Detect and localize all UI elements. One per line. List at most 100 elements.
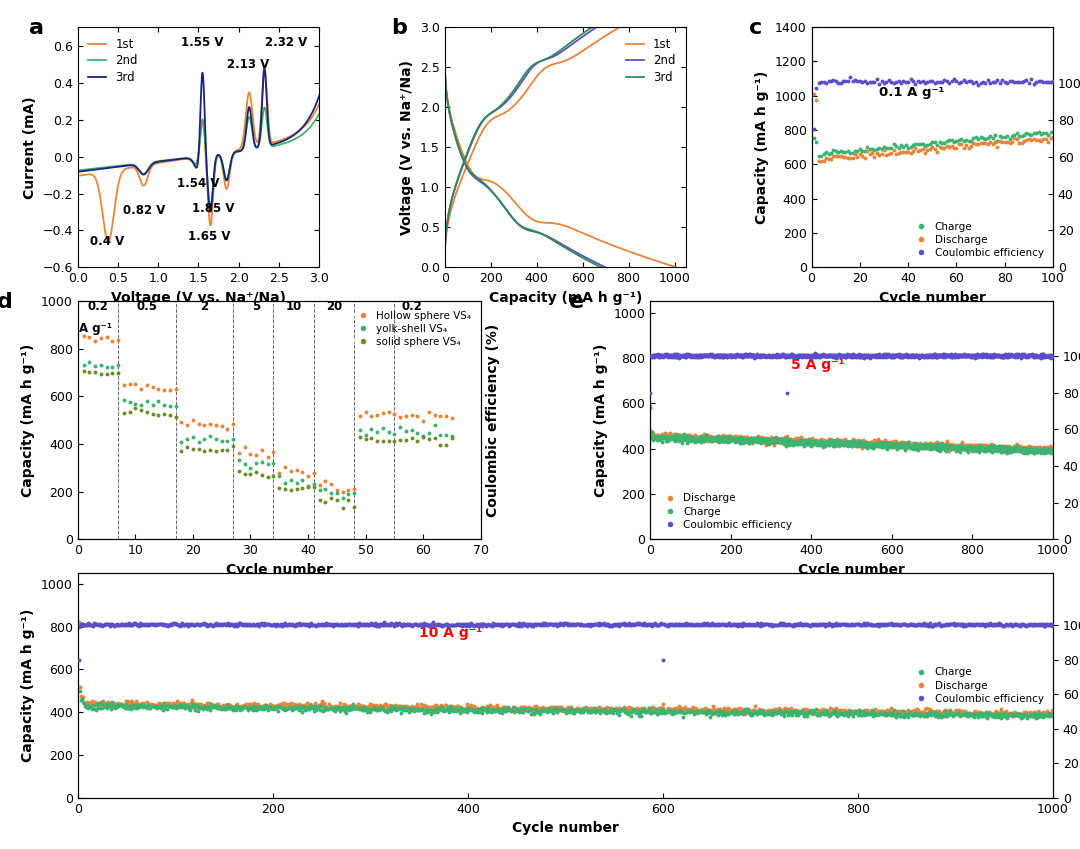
Point — [251, 701, 268, 715]
Point — [367, 704, 384, 717]
Point — [314, 705, 332, 718]
Point — [950, 133, 968, 147]
Point — [152, 617, 170, 631]
Point — [584, 702, 602, 716]
Point — [812, 149, 829, 163]
Point — [693, 432, 711, 446]
Point — [768, 702, 785, 716]
Point — [976, 132, 994, 146]
Point — [692, 349, 710, 363]
Point — [981, 706, 998, 720]
Point — [321, 701, 338, 715]
Point — [418, 702, 435, 716]
Point — [420, 433, 437, 447]
Point — [646, 349, 663, 363]
Point — [658, 703, 675, 717]
Point — [1003, 75, 1021, 88]
Point — [270, 700, 287, 713]
Point — [893, 350, 910, 363]
Point — [750, 617, 767, 631]
Point — [912, 143, 929, 156]
Point — [537, 618, 554, 632]
Point — [237, 440, 254, 453]
Point — [687, 430, 704, 444]
Point — [812, 433, 829, 447]
Point — [138, 694, 156, 708]
Point — [948, 707, 966, 721]
Point — [939, 618, 956, 632]
Point — [833, 350, 850, 363]
Point — [690, 706, 707, 719]
Point — [663, 430, 680, 443]
Point — [971, 441, 988, 454]
Point — [985, 349, 1002, 363]
Point — [781, 436, 798, 449]
Point — [524, 701, 541, 715]
Point — [715, 617, 732, 631]
Point — [549, 703, 566, 717]
Point — [454, 704, 471, 717]
Point — [648, 349, 665, 363]
Point — [756, 436, 773, 449]
Point — [845, 435, 862, 448]
Point — [137, 618, 154, 632]
Point — [769, 618, 786, 632]
Point — [779, 430, 796, 443]
Point — [835, 349, 852, 363]
Point — [1013, 446, 1030, 459]
Point — [901, 705, 918, 718]
Point — [606, 617, 623, 631]
Point — [944, 349, 961, 363]
Point — [926, 617, 943, 631]
Point — [1014, 441, 1031, 455]
Point — [1008, 441, 1025, 455]
Point — [195, 617, 213, 631]
Point — [357, 432, 375, 446]
Point — [646, 430, 663, 444]
Point — [837, 706, 854, 720]
Point — [396, 703, 414, 717]
Point — [672, 434, 689, 447]
Point — [76, 618, 93, 632]
Point — [843, 349, 861, 363]
Point — [910, 350, 928, 363]
Point — [457, 701, 474, 715]
Point — [989, 441, 1007, 454]
Point — [930, 349, 947, 363]
Point — [989, 134, 1007, 148]
Point — [190, 701, 207, 715]
Point — [964, 76, 982, 89]
Point — [678, 436, 696, 449]
Point — [392, 433, 409, 447]
Point — [997, 708, 1014, 722]
Point — [623, 702, 640, 716]
Point — [255, 701, 272, 715]
Point — [680, 430, 698, 444]
Point — [939, 134, 956, 148]
Point — [239, 701, 256, 715]
Point — [923, 619, 941, 633]
Point — [829, 435, 847, 448]
Point — [410, 701, 428, 715]
Point — [1000, 441, 1017, 454]
Point — [586, 705, 604, 718]
Legend: Hollow sphere VS₄, yolk-shell VS₄, solid sphere VS₄: Hollow sphere VS₄, yolk-shell VS₄, solid… — [348, 306, 475, 351]
Point — [760, 348, 778, 362]
Point — [904, 617, 921, 631]
Point — [650, 348, 667, 362]
Point — [935, 440, 953, 453]
Point — [670, 349, 687, 363]
Point — [733, 349, 751, 363]
Point — [970, 446, 987, 459]
Point — [498, 700, 515, 714]
Point — [996, 444, 1013, 458]
Point — [145, 700, 162, 713]
Point — [681, 617, 699, 631]
Point — [758, 436, 775, 450]
Point — [273, 619, 291, 633]
Point — [829, 434, 847, 447]
Point — [752, 434, 769, 447]
Point — [985, 349, 1002, 363]
Point — [869, 704, 887, 717]
Point — [936, 439, 954, 453]
